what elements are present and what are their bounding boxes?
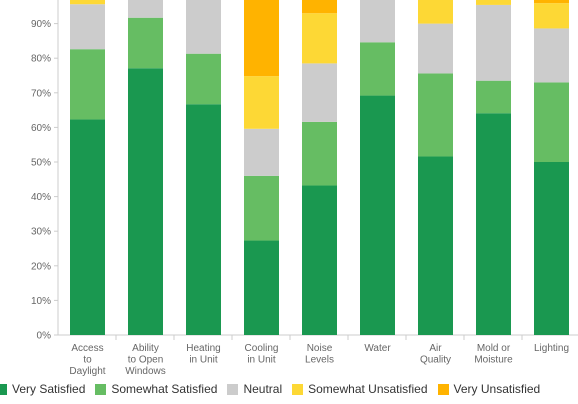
legend-swatch [95,383,107,395]
bar-segment [476,0,511,5]
bar-segment [244,76,279,129]
bar-segment [128,17,163,69]
x-tick-label: Quality [420,355,451,366]
x-tick-label: Ability [132,343,159,354]
bar-segment [418,23,453,74]
bar-segment [534,28,569,83]
x-tick-label: in Unit [189,355,218,366]
legend-label: Somewhat Unsatisfied [308,382,428,396]
legend-swatch [227,383,239,395]
bar-segment [418,0,453,24]
bar-segment [70,4,105,50]
y-tick-label: 80% [31,54,51,65]
bar-segment [244,175,279,241]
bar-segment [128,0,163,18]
y-tick-label: 30% [31,227,51,238]
x-tick-label: Noise [307,343,333,354]
bar-segment [244,0,279,77]
x-tick-label: to [83,355,92,366]
bar-segment [302,185,337,335]
y-tick-label: 60% [31,123,51,134]
legend-item[interactable]: Somewhat Satisfied [95,382,217,396]
legend-swatch [292,383,304,395]
x-tick-label: Air [429,343,442,354]
y-tick-label: 70% [31,88,51,99]
x-tick-label: in Unit [247,355,276,366]
bar-segment [302,13,337,64]
legend-item[interactable]: Very Satisfied [0,382,85,396]
legend-swatch [437,383,449,395]
bar-segment [70,119,105,335]
x-tick-label: Cooling [245,343,279,354]
x-tick-label: Lighting [534,343,569,354]
bar-segment [128,68,163,335]
bar-segment [534,162,569,335]
y-tick-label: 90% [31,19,51,30]
y-tick-label: 40% [31,192,51,203]
bar-segment [360,95,395,336]
bar-segment [186,0,221,54]
stacked-bar-chart: 0% 10% 20% 30% 40% 50% 60% 70% 80% 90% AccesstoDay… [31,0,578,377]
legend-item[interactable]: Somewhat Unsatisfied [292,382,428,396]
bar-segment [534,82,569,162]
bar-segment [244,128,279,176]
legend-label: Neutral [243,382,283,396]
legend-label: Very Unsatisfied [453,382,541,396]
bar-segment [476,113,511,336]
bar-segment [302,121,337,186]
x-tick-label: to Open [128,355,164,366]
bar-segment [186,53,221,105]
bar-segment [302,63,337,122]
x-tick-label: Daylight [69,366,105,377]
legend-swatch [0,383,7,395]
bar-segment [418,73,453,157]
legend-item[interactable]: Neutral [227,382,282,396]
bar-segment [476,4,511,81]
legend-label: Very Satisfied [12,382,86,396]
y-tick-label: 0% [37,331,52,342]
x-tick-label: Heating [186,343,220,354]
x-tick-label: Windows [125,366,166,377]
y-tick-label: 20% [31,261,51,272]
x-tick-label: Mold or [477,343,511,354]
bar-segment [418,156,453,335]
bar-segment [534,3,569,29]
legend: Very Satisfied Somewhat Satisfied Neutral S… [0,381,578,397]
bar-segment [70,49,105,120]
bar-segment [302,0,337,14]
bar-segment [186,104,221,335]
legend-label: Somewhat Satisfied [111,382,218,396]
bar-segment [534,0,569,4]
bar-segment [476,80,511,114]
y-tick-label: 10% [31,296,51,307]
y-tick-label: 50% [31,158,51,169]
x-tick-label: Water [364,343,391,354]
bar-segment [244,240,279,335]
x-tick-label: Access [71,343,103,354]
x-tick-label: Moisture [474,355,513,366]
legend-item[interactable]: Very Unsatisfied [437,382,541,396]
bar-segment [360,42,395,96]
x-tick-label: Levels [305,355,334,366]
bar-segment [70,0,105,5]
bar-segment [360,0,395,43]
